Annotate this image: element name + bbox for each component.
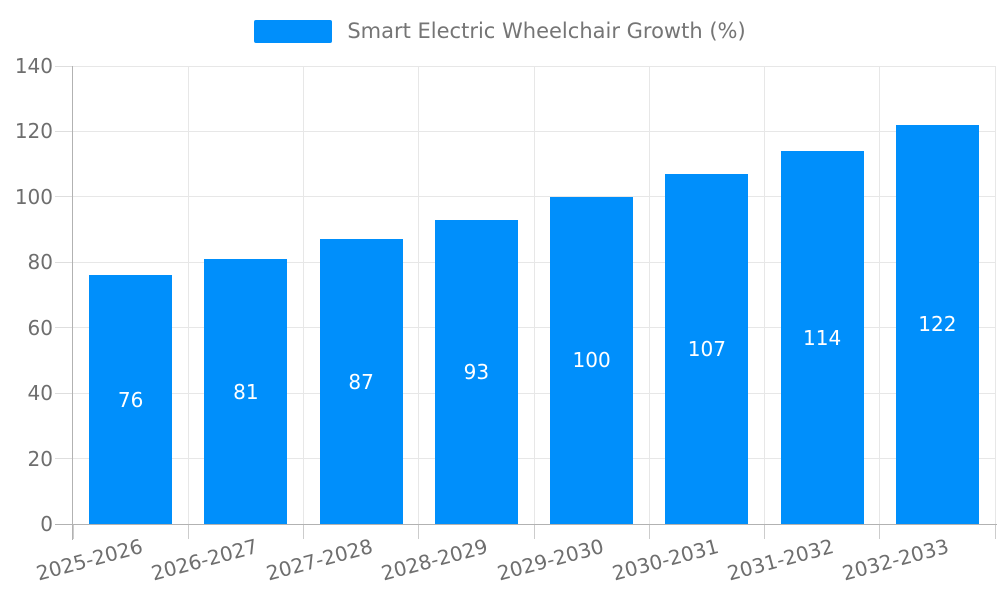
- chart-bar-2029-2030[interactable]: [550, 196, 634, 524]
- y-axis-tick-label: 100: [14, 184, 53, 209]
- x-axis-category-label: 2027-2028: [263, 534, 376, 586]
- y-axis-tick: [55, 327, 73, 329]
- x-axis-category-label: 2032-2033: [840, 534, 952, 586]
- y-axis-tick: [55, 196, 73, 198]
- y-axis-tick: [55, 65, 73, 67]
- chart-bar-2028-2029[interactable]: [434, 219, 518, 524]
- chart-bar-2027-2028[interactable]: [319, 239, 403, 524]
- x-axis-tick: [879, 524, 881, 539]
- bar-value-label: 107: [687, 336, 726, 361]
- y-axis-tick-label: 60: [27, 315, 53, 340]
- bar-value-label: 81: [233, 379, 259, 404]
- x-axis-tick: [187, 524, 189, 539]
- x-axis-tick: [648, 524, 650, 539]
- x-axis-category-label: 2026-2027: [148, 534, 261, 586]
- y-axis-tick: [55, 130, 73, 132]
- x-axis-tick: [533, 524, 535, 539]
- x-axis-tick: [303, 524, 304, 539]
- x-axis-tick: [764, 524, 765, 539]
- y-axis-tick: [55, 458, 73, 460]
- y-axis-tick-label: 20: [27, 446, 53, 471]
- legend: Smart Electric Wheelchair Growth (%): [0, 19, 1000, 43]
- chart-bar-2026-2027[interactable]: [204, 259, 288, 524]
- x-axis-tick: [72, 524, 74, 539]
- chart-bar-2030-2031[interactable]: [665, 173, 749, 524]
- chart-bar-2031-2032[interactable]: [780, 151, 864, 524]
- y-axis-tick-label: 140: [14, 54, 53, 78]
- gridline-vertical: [994, 66, 996, 524]
- chart-bar-2025-2026[interactable]: [89, 275, 173, 524]
- y-axis-tick-label: 120: [14, 119, 53, 144]
- gridline-vertical: [764, 66, 765, 524]
- x-axis-tick: [994, 524, 996, 539]
- x-axis-category-label: 2029-2030: [494, 534, 606, 586]
- x-axis-category-label: 2025-2026: [33, 534, 145, 586]
- y-axis-tick: [55, 261, 73, 263]
- y-axis-tick-label: 0: [40, 512, 53, 536]
- legend-label: Smart Electric Wheelchair Growth (%): [347, 19, 746, 43]
- bar-value-label: 100: [572, 348, 611, 373]
- gridline-vertical: [187, 66, 189, 524]
- gridline-vertical: [533, 66, 535, 524]
- y-axis-line: [72, 66, 73, 540]
- bar-value-label: 114: [803, 325, 842, 350]
- bar-value-label: 93: [463, 359, 490, 384]
- bar-value-label: 76: [117, 387, 144, 412]
- bar-value-label: 87: [348, 369, 374, 394]
- x-axis-line: [55, 523, 997, 525]
- y-axis-tick: [55, 392, 73, 394]
- gridline-vertical: [418, 66, 420, 524]
- x-axis-category-label: 2028-2029: [379, 534, 491, 586]
- x-axis-tick: [418, 524, 420, 539]
- gridline-vertical: [879, 66, 881, 524]
- legend-item[interactable]: Smart Electric Wheelchair Growth (%): [254, 19, 746, 43]
- y-axis-tick-label: 80: [27, 250, 53, 275]
- gridline-vertical: [648, 66, 650, 524]
- gridline-vertical: [303, 66, 304, 524]
- y-axis-tick-label: 40: [27, 381, 53, 406]
- x-axis-category-label: 2031-2032: [724, 534, 837, 586]
- bar-value-label: 122: [918, 312, 957, 337]
- x-axis-category-label: 2030-2031: [609, 534, 722, 586]
- chart-bar-2032-2033[interactable]: [895, 124, 979, 524]
- legend-swatch-icon: [254, 19, 333, 43]
